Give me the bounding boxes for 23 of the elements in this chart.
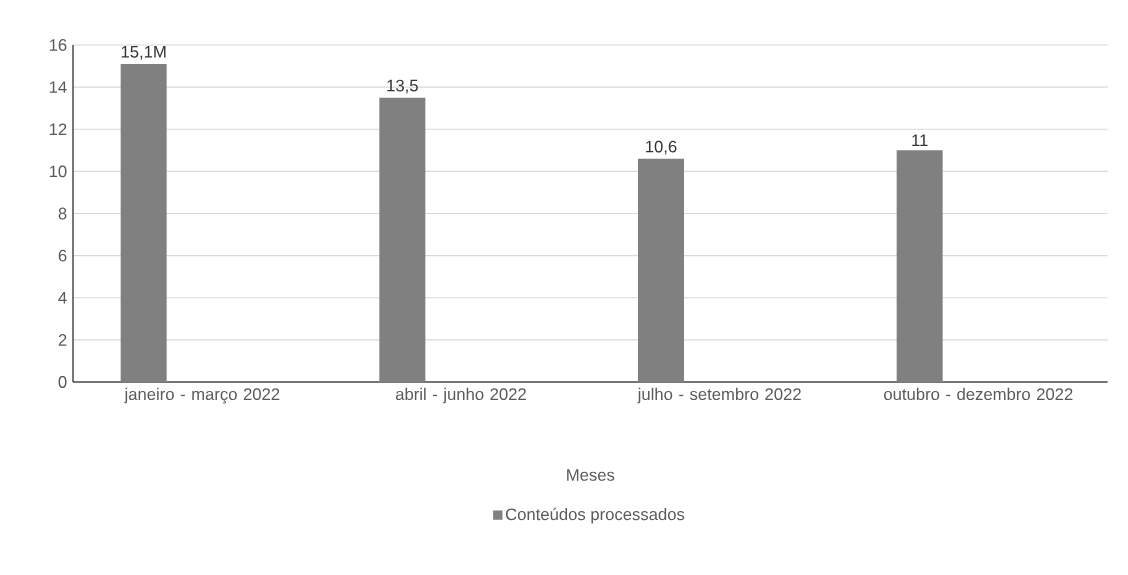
data-label: 15,1M bbox=[121, 46, 166, 60]
legend-label: Conteúdos processados bbox=[505, 507, 685, 524]
x-axis-title: Meses bbox=[567, 469, 615, 481]
y-tick-label: 4 bbox=[58, 292, 67, 304]
y-tick-label: 0 bbox=[58, 376, 67, 388]
y-tick-label: 14 bbox=[49, 81, 67, 93]
y-tick-label: 2 bbox=[58, 334, 67, 346]
x-tick-label: janeiro - março 2022 bbox=[124, 387, 280, 404]
data-label: 10,6 bbox=[646, 140, 677, 155]
y-tick-label: 10 bbox=[49, 165, 67, 178]
y-tick-label: 12 bbox=[49, 123, 67, 136]
x-tick-label: julho - setembro 2022 bbox=[637, 387, 801, 404]
x-tick-label: outubro - dezembro 2022 bbox=[884, 387, 1073, 401]
bar bbox=[896, 150, 943, 382]
y-tick-label: 6 bbox=[58, 249, 67, 262]
y-tick-label: 16 bbox=[49, 39, 67, 51]
data-label: 11 bbox=[912, 134, 928, 147]
y-tick-label: 8 bbox=[58, 207, 67, 220]
data-label: 13,5 bbox=[387, 79, 418, 94]
bar bbox=[379, 97, 426, 382]
bar bbox=[638, 158, 684, 382]
bar bbox=[120, 63, 167, 382]
x-tick-label: abril - junho 2022 bbox=[395, 387, 526, 404]
